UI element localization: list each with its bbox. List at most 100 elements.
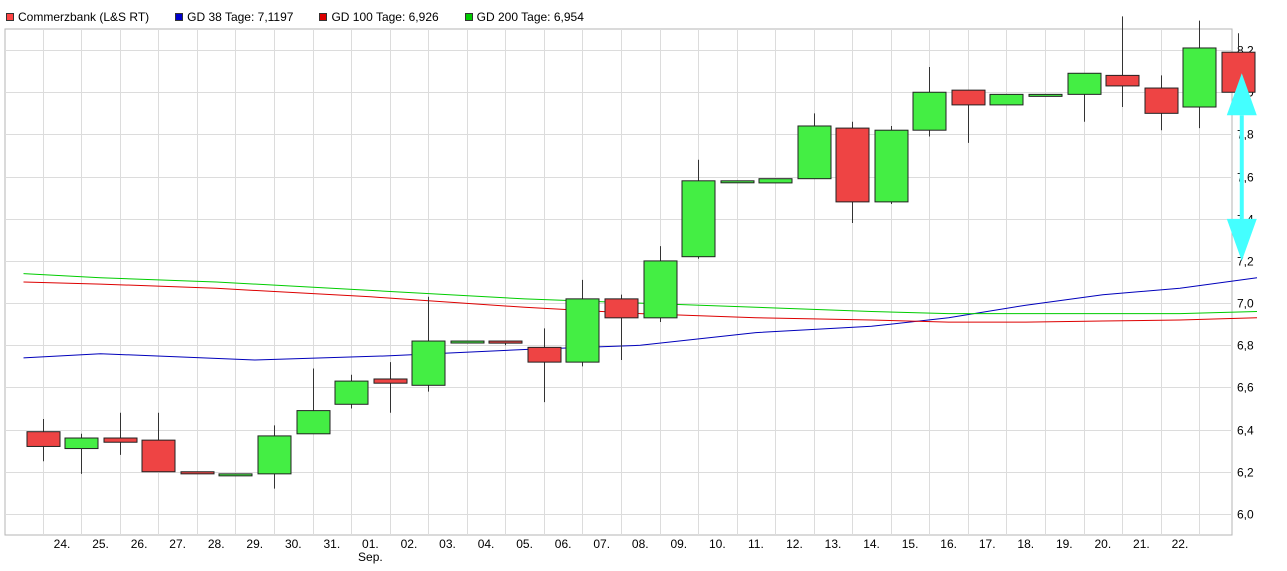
candle-body — [334, 380, 369, 405]
candle — [334, 374, 369, 409]
candle — [257, 425, 292, 489]
x-tick-label: 21. — [1133, 537, 1150, 551]
candle — [296, 368, 331, 435]
candle — [141, 412, 176, 473]
candle — [989, 93, 1024, 106]
legend-label-gd100: GD 100 Tage: 6,926 — [331, 10, 439, 24]
candle — [64, 433, 99, 474]
y-tick-label: 6,0 — [1237, 508, 1254, 522]
x-tick-label: 31. — [324, 537, 341, 551]
legend-item-price: Commerzbank (L&S RT) — [6, 10, 149, 24]
candle — [565, 279, 600, 367]
x-tick-label: 09. — [670, 537, 687, 551]
candle-body — [180, 471, 215, 475]
candle-body — [411, 340, 446, 386]
legend-swatch-gd38 — [175, 13, 184, 21]
x-tick-label: 06. — [555, 537, 572, 551]
legend-swatch-gd200 — [464, 13, 473, 21]
x-tick-label: 01. — [362, 537, 379, 551]
candle-body — [296, 410, 331, 435]
chart-legend: Commerzbank (L&S RT) GD 38 Tage: 7,1197 … — [6, 9, 610, 25]
candle — [450, 340, 485, 344]
candle — [1144, 75, 1179, 131]
candle-body — [1028, 93, 1063, 97]
series-line-gd38 — [23, 277, 1258, 361]
candle — [604, 294, 639, 361]
candle — [103, 412, 138, 455]
y-tick-label: 6,4 — [1237, 424, 1254, 438]
candle-body — [257, 435, 292, 475]
x-tick-label: 13. — [825, 537, 842, 551]
legend-item-gd100: GD 100 Tage: 6,926 — [319, 10, 439, 24]
candle-body — [103, 437, 138, 443]
candle-body — [681, 180, 716, 258]
x-tick-label: 16. — [940, 537, 957, 551]
candle-body — [141, 439, 176, 473]
y-tick-label: 7,8 — [1237, 128, 1254, 142]
grid-lines — [5, 29, 1232, 535]
candle-body — [1105, 74, 1140, 87]
candle-body — [1067, 72, 1102, 95]
candle-body — [26, 431, 61, 447]
candle-body — [64, 437, 99, 450]
candle — [488, 340, 523, 346]
x-tick-label: 08. — [632, 537, 649, 551]
candle — [874, 125, 909, 204]
x-tick-label: 12. — [786, 537, 803, 551]
candle — [218, 473, 253, 477]
y-tick-label: 7,0 — [1237, 297, 1254, 311]
candle — [758, 178, 793, 184]
candle-body — [565, 298, 600, 363]
x-tick-label: 15. — [902, 537, 919, 551]
candle — [1028, 93, 1063, 97]
candle-body — [835, 127, 870, 203]
x-tick-label: 22. — [1172, 537, 1189, 551]
x-tick-label: 28. — [208, 537, 225, 551]
series-line-gd200 — [23, 273, 1258, 315]
x-tick-label: 07. — [593, 537, 610, 551]
x-tick-label: 26. — [131, 537, 148, 551]
candle — [411, 296, 446, 392]
y-tick-label: 6,6 — [1237, 381, 1254, 395]
candle-body — [1144, 87, 1179, 114]
x-tick-label: 27. — [169, 537, 186, 551]
x-tick-label: 29. — [246, 537, 263, 551]
candle — [527, 328, 562, 403]
x-tick-label: 05. — [516, 537, 533, 551]
candle — [912, 66, 947, 137]
x-tick-label: 30. — [285, 537, 302, 551]
candle-body — [758, 178, 793, 184]
y-tick-label: 7,2 — [1237, 255, 1254, 269]
candle-body — [951, 89, 986, 106]
candle-body — [989, 93, 1024, 106]
candle — [835, 121, 870, 223]
legend-swatch-gd100 — [319, 13, 328, 21]
x-tick-label: 20. — [1095, 537, 1112, 551]
candle — [797, 113, 832, 180]
x-tick-label: 10. — [709, 537, 726, 551]
y-tick-label: 6,2 — [1237, 466, 1254, 480]
candle — [643, 246, 678, 323]
x-tick-label: 19. — [1056, 537, 1073, 551]
candle-body — [912, 91, 947, 131]
candle — [1221, 33, 1256, 101]
arrow-head-up — [1226, 73, 1257, 116]
candle — [1105, 16, 1140, 108]
x-tick-label: 18. — [1017, 537, 1034, 551]
series-line-gd100 — [23, 281, 1258, 323]
legend-item-gd38: GD 38 Tage: 7,1197 — [175, 10, 293, 24]
legend-swatch-price — [6, 13, 14, 21]
candle-body — [720, 180, 755, 184]
legend-label-gd200: GD 200 Tage: 6,954 — [476, 10, 584, 24]
plot-area — [4, 28, 1233, 536]
candle-body — [488, 340, 523, 344]
x-tick-label: 04. — [478, 537, 495, 551]
candle-body — [218, 473, 253, 477]
candle-body — [797, 125, 832, 180]
arrow-shaft — [1239, 115, 1244, 219]
candle-body — [604, 298, 639, 319]
candle-body — [450, 340, 485, 344]
double-arrow-annotation — [1226, 73, 1257, 261]
legend-label-gd38: GD 38 Tage: 7,1197 — [187, 10, 294, 24]
